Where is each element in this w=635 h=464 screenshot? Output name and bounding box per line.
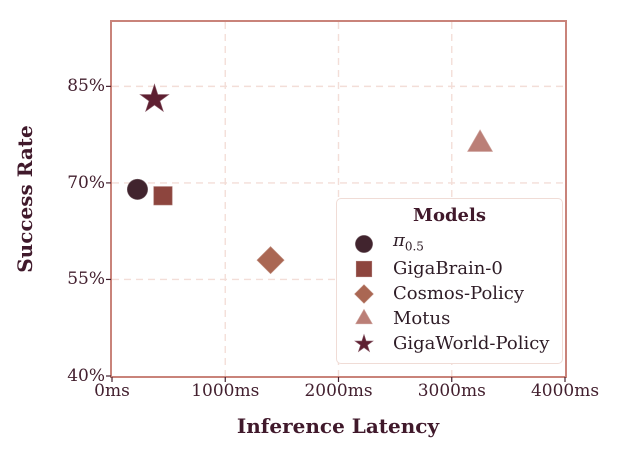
data-point-star [137, 81, 172, 114]
y-axis-label-container: Success Rate [0, 22, 50, 376]
x-tick-label: 1000ms [191, 381, 260, 401]
x-tick-label: 4000ms [530, 381, 600, 401]
y-tick-label: 85% [67, 76, 105, 97]
square-icon [355, 259, 373, 278]
data-point-triangle [466, 128, 495, 153]
star-icon [352, 331, 376, 354]
legend-item: Motus [337, 306, 562, 331]
legend-item: Cosmos-Policy [337, 281, 562, 306]
x-tick-label: 3000ms [417, 381, 486, 401]
x-tick-label: 0ms [94, 381, 130, 401]
x-tick-label: 2000ms [304, 381, 373, 401]
y-tick-label: 40% [67, 366, 105, 386]
legend-item-label: π0.5 [393, 229, 424, 254]
legend-item-label: GigaBrain-0 [393, 258, 503, 279]
legend-title: Models [413, 205, 486, 226]
x-axis-label: Inference Latency [236, 414, 440, 438]
legend-item-label: Motus [393, 308, 451, 329]
diamond-icon [353, 282, 375, 305]
legend-item: GigaWorld-Policy [337, 331, 562, 356]
legend-item: π0.5 [337, 230, 562, 256]
legend-items: π0.5 GigaBrain-0 Cosmos-Policy Motus GigaWor… [337, 230, 562, 356]
y-tick-label: 55% [67, 269, 105, 290]
triangle-icon [354, 307, 374, 325]
legend-item-label: GigaWorld-Policy [393, 333, 550, 354]
circle-icon [354, 233, 374, 254]
y-tick-label: 70% [67, 172, 105, 193]
legend: Models π0.5 GigaBrain-0 Cosmos-Policy Motus… [336, 198, 563, 364]
data-point-circle [126, 178, 149, 201]
data-point-diamond [255, 245, 286, 275]
data-point-square [152, 185, 174, 206]
y-axis-label: Success Rate [13, 125, 37, 273]
legend-item: GigaBrain-0 [337, 256, 562, 281]
legend-item-label: Cosmos-Policy [393, 283, 525, 304]
